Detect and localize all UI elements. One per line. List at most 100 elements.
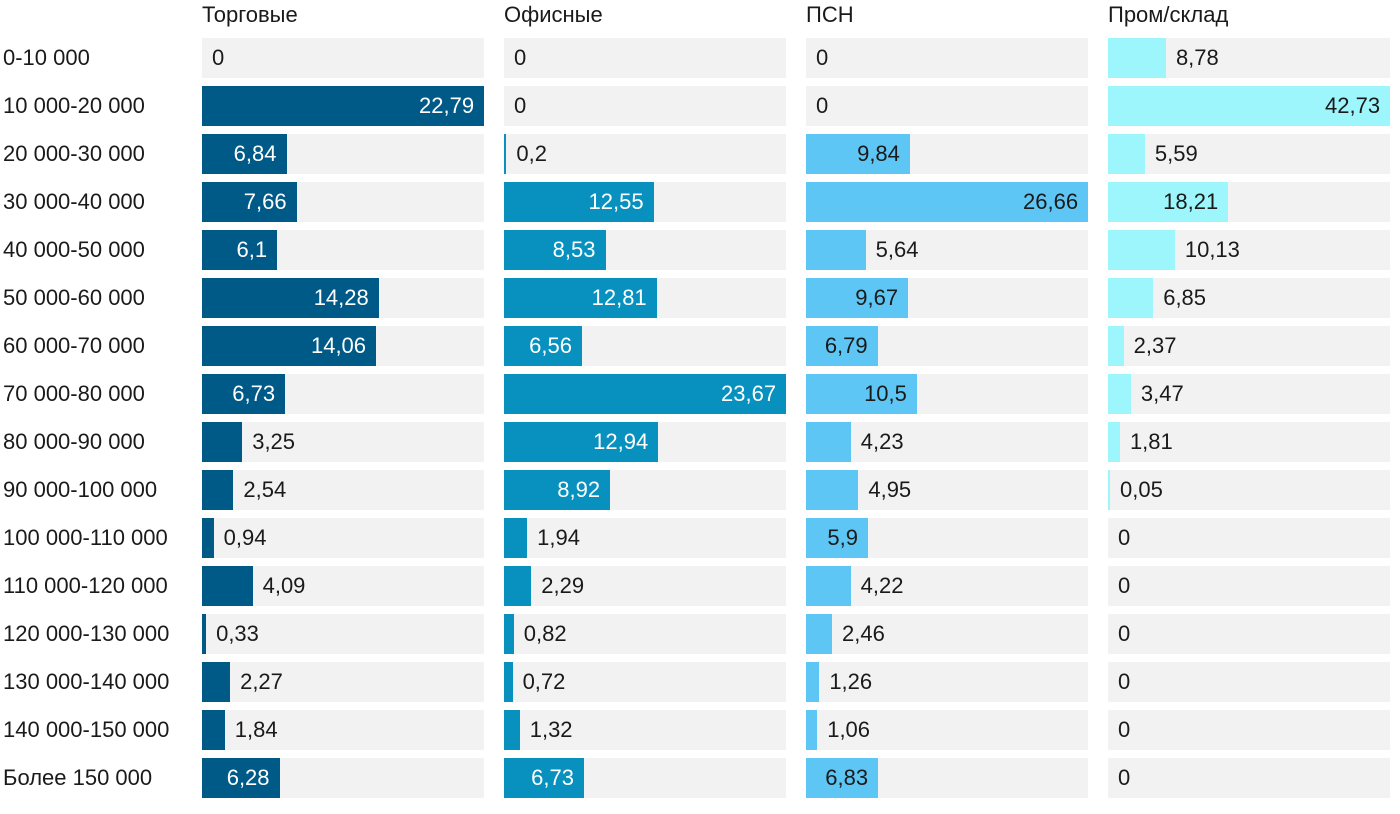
category-label: 80 000-90 000 (3, 429, 145, 454)
bar (504, 134, 507, 174)
bar-track: 0 (806, 38, 1088, 78)
series-title: Пром/склад (1108, 2, 1229, 27)
data-label: 2,46 (842, 621, 885, 646)
category-label: 50 000-60 000 (3, 285, 145, 310)
data-label: 1,26 (829, 669, 873, 694)
data-label: 0 (1118, 621, 1131, 646)
bar-track: 0 (1108, 710, 1390, 750)
data-label: 4,22 (860, 573, 904, 598)
bar (504, 710, 520, 750)
bar (806, 662, 820, 702)
data-label: 8,53 (552, 237, 596, 262)
bar (806, 470, 859, 510)
bar (1108, 182, 1229, 222)
data-label: 0 (1118, 669, 1131, 694)
bar (202, 518, 214, 558)
data-label: 12,81 (591, 285, 647, 310)
bar (806, 326, 878, 366)
data-label: 6,73 (232, 381, 276, 406)
bar-track: 1,06 (806, 710, 1088, 750)
bar (202, 710, 225, 750)
bar-track: 0,82 (504, 614, 786, 654)
bar (806, 230, 866, 270)
data-label: 0,94 (223, 525, 267, 550)
data-label: 6,1 (236, 237, 268, 262)
category-label: 90 000-100 000 (3, 477, 158, 502)
bar (202, 374, 286, 414)
bar-track: 0,33 (202, 614, 484, 654)
data-label: 3,47 (1140, 381, 1184, 406)
category-label: 130 000-140 000 (3, 669, 170, 694)
bar-track: 10,13 (1108, 230, 1390, 270)
bar-track: 26,66 (806, 182, 1088, 222)
data-label: 9,67 (855, 285, 899, 310)
bar (504, 182, 654, 222)
bar (806, 134, 911, 174)
bar-track: 12,94 (504, 422, 786, 462)
bar-track: 6,28 (202, 758, 484, 798)
bar-track: 2,29 (504, 566, 786, 606)
bar-track: 6,73 (504, 758, 786, 798)
bar-track: 7,66 (202, 182, 484, 222)
bar (504, 518, 528, 558)
bar (504, 374, 786, 414)
bar (806, 182, 1088, 222)
bar-track: 1,94 (504, 518, 786, 558)
bar (504, 662, 513, 702)
category-label: 110 000-120 000 (3, 573, 168, 598)
data-label: 4,23 (860, 429, 904, 454)
data-label: 14,28 (313, 285, 369, 310)
data-label: 2,37 (1133, 333, 1177, 358)
data-label: 12,94 (593, 429, 649, 454)
data-label: 4,09 (262, 573, 306, 598)
bar-track: 6,83 (806, 758, 1088, 798)
data-label: 0 (514, 93, 527, 118)
data-label: 1,06 (827, 717, 871, 742)
bar-track: 4,95 (806, 470, 1088, 510)
bar-track: 0,05 (1108, 470, 1390, 510)
bar (1108, 86, 1390, 126)
bar (504, 278, 657, 318)
data-label: 5,59 (1154, 141, 1198, 166)
bar-track: 0 (504, 38, 786, 78)
data-label: 22,79 (419, 93, 475, 118)
bar-track: 8,78 (1108, 38, 1390, 78)
bar (202, 614, 207, 654)
bar-track: 6,73 (202, 374, 484, 414)
bar-track: 9,67 (806, 278, 1088, 318)
bar-track: 1,26 (806, 662, 1088, 702)
category-label: 140 000-150 000 (3, 717, 170, 742)
data-label: 6,56 (529, 333, 572, 358)
data-label: 14,06 (310, 333, 367, 358)
category-label: 60 000-70 000 (3, 333, 145, 358)
data-label: 0 (514, 45, 527, 70)
bar (202, 278, 379, 318)
bar-track: 5,9 (806, 518, 1088, 558)
bar (1108, 470, 1110, 510)
bar (202, 566, 253, 606)
bar (202, 230, 278, 270)
category-label: 40 000-50 000 (3, 237, 145, 262)
bar-track: 5,59 (1108, 134, 1390, 174)
data-label: 2,27 (240, 669, 283, 694)
bar-track: 8,53 (504, 230, 786, 270)
data-label: 6,28 (226, 765, 270, 790)
bar (1108, 374, 1131, 414)
category-label: 10 000-20 000 (3, 93, 145, 118)
bar (504, 566, 532, 606)
data-label: 23,67 (721, 381, 777, 406)
data-label: 4,95 (868, 477, 912, 502)
bar (1108, 38, 1166, 78)
data-label: 42,73 (1325, 93, 1381, 118)
bar-track: 10,5 (806, 374, 1088, 414)
bar-track: 42,73 (1108, 86, 1390, 126)
bar (1108, 422, 1120, 462)
category-label: 30 000-40 000 (3, 189, 145, 214)
bar (202, 470, 234, 510)
data-label: 0,33 (216, 621, 259, 646)
data-label: 0 (1118, 573, 1131, 598)
bar (806, 614, 833, 654)
bar-track: 0 (504, 86, 786, 126)
bar (806, 374, 918, 414)
